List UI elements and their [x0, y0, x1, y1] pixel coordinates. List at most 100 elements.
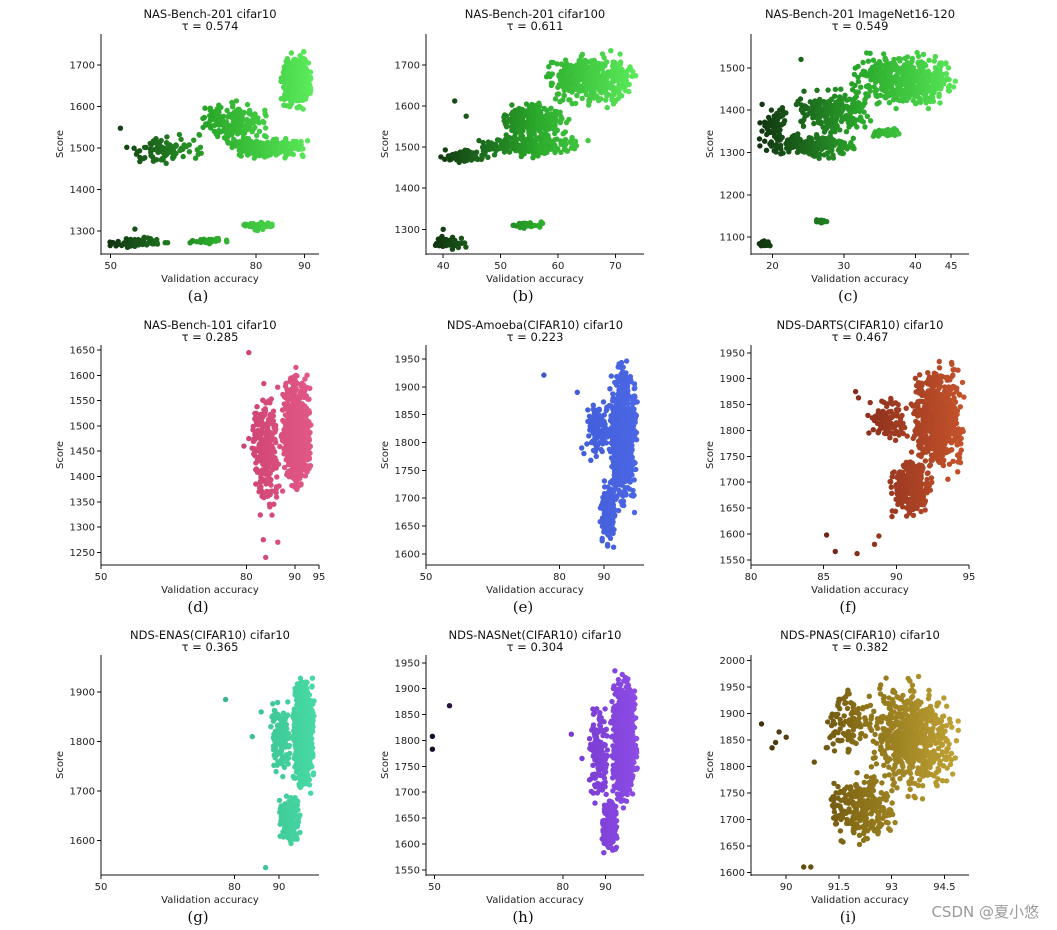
data-point [890, 65, 896, 72]
data-point [269, 512, 275, 518]
y-axis-label: Score [705, 130, 716, 158]
data-point [558, 68, 564, 75]
data-point [284, 472, 290, 478]
data-point [550, 120, 556, 126]
data-point [851, 71, 858, 78]
x-axis-label: Validation accuracy [161, 585, 259, 596]
data-point [609, 72, 615, 78]
data-point [196, 132, 203, 138]
data-point [265, 477, 271, 483]
x-tick-label: 40 [437, 261, 450, 272]
data-point [113, 243, 119, 249]
data-point [579, 59, 585, 65]
data-point [453, 155, 460, 162]
data-point [107, 239, 113, 245]
y-tick-label: 1350 [70, 497, 95, 508]
data-point [852, 65, 858, 71]
data-point [261, 119, 267, 126]
data-point [263, 134, 269, 140]
data-point [253, 421, 260, 428]
data-point [558, 61, 565, 67]
data-point [498, 145, 504, 151]
data-point [576, 87, 582, 94]
y-tick-label: 1500 [70, 421, 95, 432]
data-point [552, 96, 559, 102]
data-point [442, 147, 448, 153]
y-tick-label: 1300 [395, 225, 420, 236]
data-point [270, 447, 276, 453]
data-point [932, 65, 939, 71]
data-point [250, 126, 256, 132]
data-point [458, 235, 465, 241]
data-point [244, 101, 251, 108]
data-point [117, 125, 124, 131]
data-point [247, 108, 253, 115]
data-point [623, 358, 630, 364]
data-point [140, 155, 147, 162]
data-point [775, 128, 781, 134]
y-tick-label: 1400 [70, 472, 95, 483]
data-point [614, 76, 620, 82]
data-point [926, 84, 932, 91]
data-point [828, 145, 835, 152]
y-tick-label: 1500 [720, 63, 745, 74]
data-point [608, 48, 614, 54]
data-point [617, 61, 623, 68]
data-point [757, 120, 763, 126]
data-point [255, 139, 261, 146]
y-tick-label: 1500 [70, 144, 95, 155]
data-point [832, 86, 839, 93]
data-point [824, 150, 830, 157]
data-point [863, 91, 869, 97]
data-point [535, 153, 541, 159]
data-point [535, 135, 541, 141]
data-point [282, 155, 288, 161]
data-point [285, 62, 291, 68]
x-tick-label: 95 [313, 572, 326, 583]
data-point [914, 94, 920, 100]
data-point [307, 429, 313, 436]
data-point [624, 484, 631, 491]
data-point [268, 433, 275, 440]
data-point [564, 73, 570, 79]
data-point [251, 449, 258, 455]
data-point [546, 63, 552, 70]
data-point [814, 87, 820, 94]
data-point [905, 77, 911, 83]
data-point [300, 393, 307, 399]
data-point [301, 386, 307, 393]
data-point [302, 59, 309, 65]
data-point [276, 483, 282, 489]
data-point [501, 114, 507, 120]
data-point [234, 131, 241, 137]
data-point [275, 461, 282, 467]
data-point [566, 97, 572, 103]
data-point [136, 148, 143, 154]
y-tick-label: 1500 [395, 143, 420, 154]
data-point [854, 124, 860, 130]
data-point [455, 244, 462, 251]
data-point [304, 138, 311, 144]
data-point [302, 443, 309, 450]
data-point [132, 226, 138, 232]
data-point [567, 85, 573, 91]
y-tick-label: 1700 [395, 60, 420, 71]
data-point [281, 438, 287, 444]
data-point [516, 143, 522, 150]
data-point [626, 88, 632, 95]
data-point [254, 132, 260, 139]
data-point [931, 58, 937, 64]
y-tick-label: 1400 [70, 185, 95, 196]
data-point [246, 349, 252, 356]
data-point [763, 239, 769, 246]
data-point [492, 141, 499, 147]
data-point [589, 90, 595, 97]
data-point [294, 484, 300, 490]
data-point [920, 72, 926, 78]
data-point [885, 79, 891, 86]
y-axis-label: Score [55, 441, 66, 469]
data-point [159, 155, 166, 161]
data-point [266, 501, 273, 507]
data-point [925, 105, 932, 112]
